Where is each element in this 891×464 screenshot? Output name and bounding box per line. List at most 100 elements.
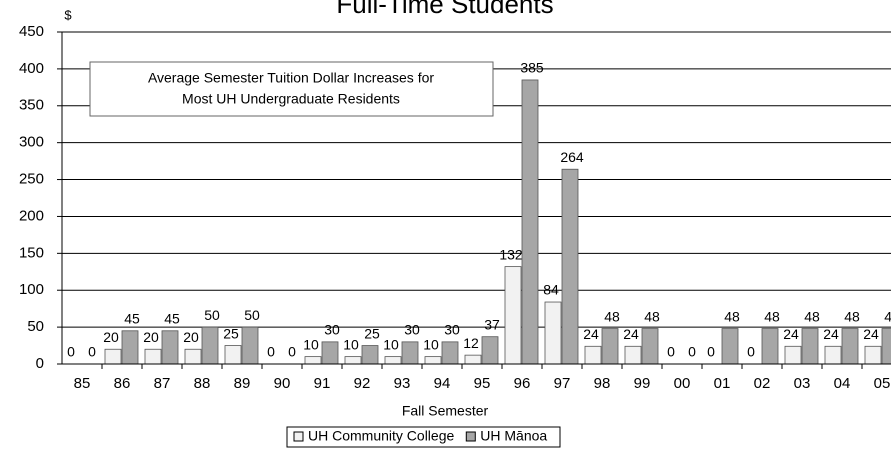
data-label: 0 — [667, 344, 675, 360]
y-tick-label: 350 — [19, 97, 44, 114]
y-tick-label: 300 — [19, 134, 44, 151]
data-label: 24 — [583, 326, 599, 342]
bar — [384, 356, 402, 365]
x-tick-label: 97 — [554, 375, 571, 392]
bar — [224, 345, 242, 365]
bar — [624, 345, 642, 365]
y-tick-label: 100 — [19, 281, 44, 298]
y-tick-label: 150 — [19, 244, 44, 261]
legend-label: UH Mānoa — [480, 428, 547, 444]
x-tick-label: 95 — [474, 375, 491, 392]
annotation-box — [89, 61, 494, 117]
data-label: 48 — [764, 308, 780, 324]
x-tick-label: 04 — [834, 375, 851, 392]
data-label: 12 — [463, 335, 479, 351]
data-label: 264 — [560, 149, 584, 165]
x-tick-label: 90 — [274, 375, 291, 392]
data-label: 24 — [623, 326, 639, 342]
y-unit: $ — [64, 7, 72, 22]
x-tick-label: 89 — [234, 375, 251, 392]
x-tick-label: 91 — [314, 375, 331, 392]
bar — [881, 328, 891, 365]
data-label: 25 — [223, 325, 239, 341]
bar — [304, 356, 322, 365]
bar — [344, 356, 362, 365]
bar — [481, 336, 499, 365]
y-tick-label: 400 — [19, 60, 44, 77]
x-tick-label: 02 — [754, 375, 771, 392]
data-label: 48 — [804, 308, 820, 324]
bar — [441, 341, 459, 365]
data-label: 0 — [747, 344, 755, 360]
data-label: 0 — [67, 344, 75, 360]
data-label: 37 — [484, 316, 500, 332]
bar — [121, 330, 139, 365]
bar — [864, 345, 882, 365]
bar — [184, 348, 202, 365]
bar — [401, 341, 419, 365]
x-tick-label: 96 — [514, 375, 531, 392]
data-label: 48 — [884, 308, 891, 324]
annotation: Most UH Undergraduate Residents — [182, 91, 400, 107]
data-label: 50 — [244, 307, 260, 323]
data-label: 132 — [499, 246, 523, 262]
bar — [561, 168, 579, 365]
bar — [504, 266, 522, 365]
data-label: 20 — [103, 329, 119, 345]
legend-swatch — [465, 431, 476, 442]
x-tick-label: 99 — [634, 375, 651, 392]
x-tick-label: 85 — [74, 375, 91, 392]
x-tick-label: 87 — [154, 375, 171, 392]
data-label: 24 — [863, 326, 879, 342]
bar — [464, 354, 482, 365]
bar — [801, 328, 819, 365]
data-label: 10 — [423, 336, 439, 352]
bar — [201, 326, 219, 365]
y-tick-label: 0 — [36, 355, 44, 372]
bar — [424, 356, 442, 365]
y-tick-label: 200 — [19, 207, 44, 224]
legend-swatch — [293, 431, 304, 442]
x-tick-label: 03 — [794, 375, 811, 392]
data-label: 0 — [688, 344, 696, 360]
data-label: 0 — [267, 344, 275, 360]
data-label: 30 — [444, 322, 460, 338]
data-label: 25 — [364, 325, 380, 341]
data-label: 24 — [823, 326, 839, 342]
data-label: 45 — [164, 311, 180, 327]
bar — [241, 326, 259, 365]
data-label: 0 — [88, 344, 96, 360]
data-label: 30 — [404, 322, 420, 338]
bar — [544, 301, 562, 365]
annotation: Average Semester Tuition Dollar Increase… — [148, 70, 434, 86]
y-tick-label: 50 — [27, 318, 44, 335]
x-tick-label: 88 — [194, 375, 211, 392]
x-tick-label: 94 — [434, 375, 451, 392]
bar — [321, 341, 339, 365]
data-label: 84 — [543, 282, 559, 298]
x-tick-label: 05 — [874, 375, 891, 392]
data-label: 50 — [204, 307, 220, 323]
data-label: 48 — [604, 308, 620, 324]
data-label: 0 — [707, 344, 715, 360]
bar — [824, 345, 842, 365]
data-label: 48 — [844, 308, 860, 324]
bar — [584, 345, 602, 365]
data-label: 10 — [383, 336, 399, 352]
data-label: 30 — [324, 322, 340, 338]
x-tick-label: 92 — [354, 375, 371, 392]
data-label: 10 — [343, 336, 359, 352]
bar — [161, 330, 179, 365]
data-label: 45 — [124, 311, 140, 327]
data-label: 24 — [783, 326, 799, 342]
x-tick-label: 00 — [674, 375, 691, 392]
y-tick-label: 450 — [19, 23, 44, 40]
data-label: 10 — [303, 336, 319, 352]
bar — [761, 328, 779, 365]
x-tick-label: 01 — [714, 375, 731, 392]
bar — [144, 348, 162, 365]
bar — [104, 348, 122, 365]
bar — [361, 345, 379, 365]
bar — [784, 345, 802, 365]
